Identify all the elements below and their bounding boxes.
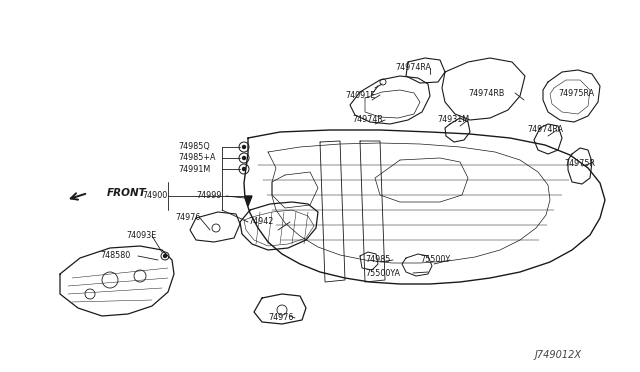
Text: 75500Y: 75500Y xyxy=(420,256,450,264)
Text: 74975R: 74975R xyxy=(564,158,595,167)
Text: 74985Q: 74985Q xyxy=(178,142,210,151)
Text: 74091E: 74091E xyxy=(345,90,375,99)
Text: 74999: 74999 xyxy=(196,192,221,201)
Circle shape xyxy=(163,254,166,257)
Text: FRONT: FRONT xyxy=(107,188,147,198)
Text: 74900: 74900 xyxy=(142,192,167,201)
Circle shape xyxy=(243,167,246,170)
Text: 74974R: 74974R xyxy=(352,115,383,125)
Text: 74976: 74976 xyxy=(175,214,200,222)
Text: 74991M: 74991M xyxy=(178,164,211,173)
Polygon shape xyxy=(245,196,252,206)
Circle shape xyxy=(243,145,246,148)
Text: 74974RA: 74974RA xyxy=(395,64,431,73)
Text: 74931M: 74931M xyxy=(437,115,469,125)
Text: 74985+A: 74985+A xyxy=(178,154,216,163)
Text: 75500YA: 75500YA xyxy=(365,269,400,278)
Text: 74942: 74942 xyxy=(248,218,273,227)
Circle shape xyxy=(243,157,246,160)
Text: 74093E: 74093E xyxy=(126,231,156,241)
Text: 74975RA: 74975RA xyxy=(558,89,594,97)
Text: 74985: 74985 xyxy=(365,256,390,264)
Text: 74976: 74976 xyxy=(268,314,293,323)
Text: 74974RB: 74974RB xyxy=(468,89,504,97)
Text: 74974RA: 74974RA xyxy=(527,125,563,135)
Text: J749012X: J749012X xyxy=(535,350,582,360)
Text: 748580: 748580 xyxy=(100,251,131,260)
